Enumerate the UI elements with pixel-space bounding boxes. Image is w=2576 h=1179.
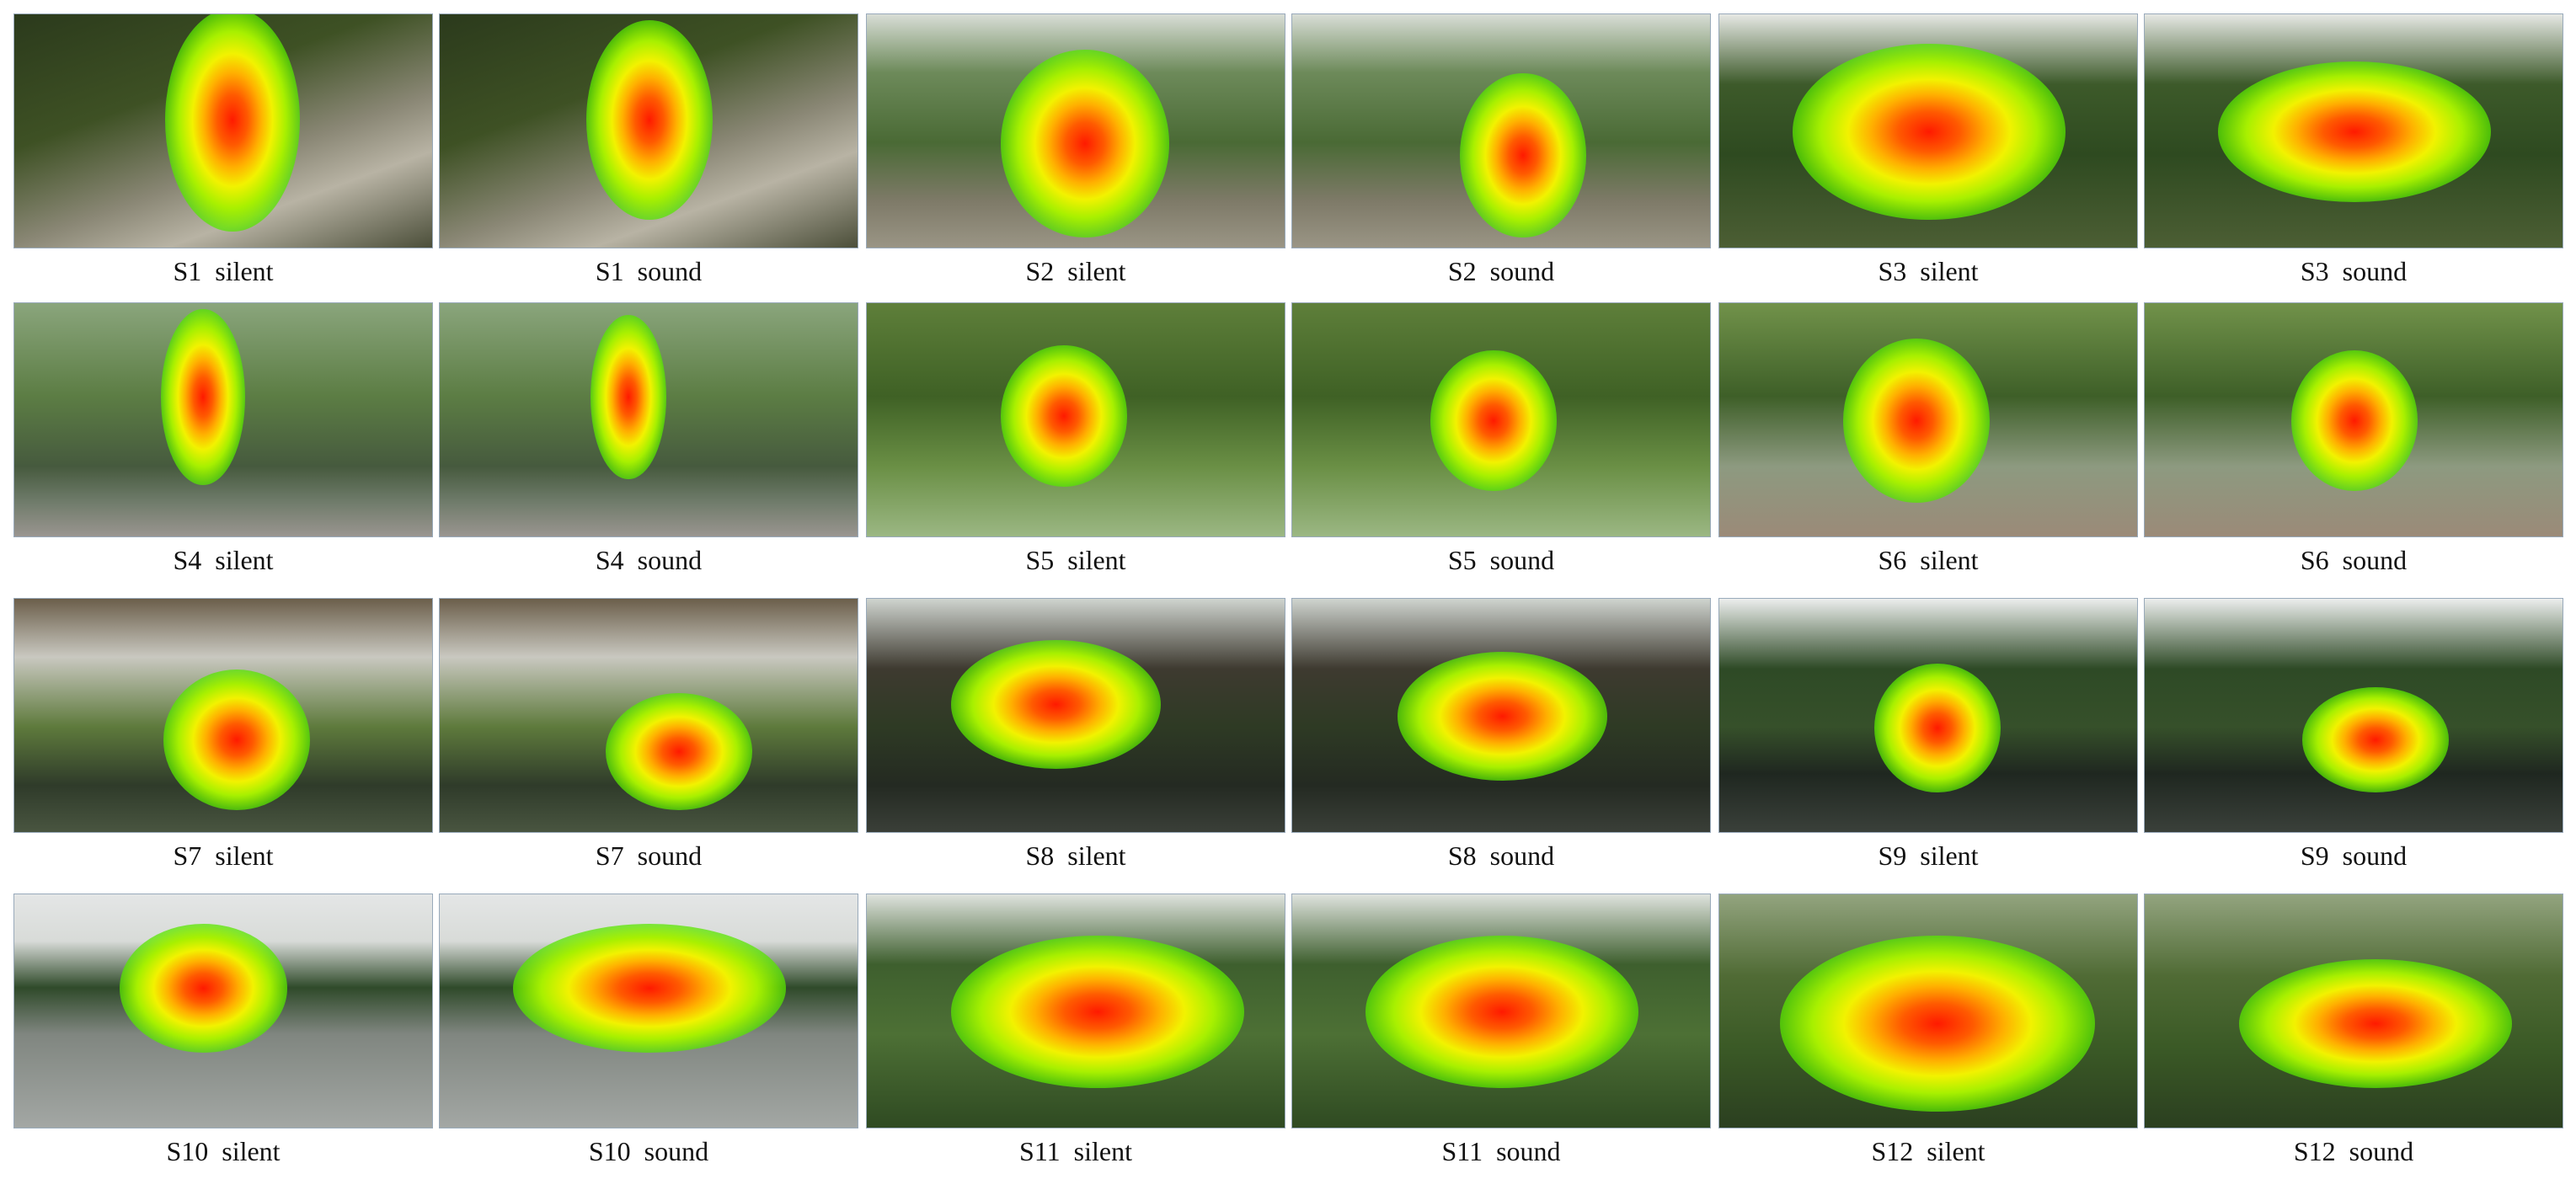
panel-label: S1 sound: [595, 256, 703, 286]
panel-label: S5 sound: [1447, 545, 1555, 575]
scene-image: [2144, 13, 2563, 248]
heatmap: [1430, 349, 1557, 492]
scene-image: [13, 302, 433, 537]
heatmap: [605, 692, 752, 811]
scene-image: [866, 598, 1285, 833]
heatmap: [1001, 49, 1169, 238]
heatmap: [165, 14, 300, 232]
heatmap: [2291, 349, 2418, 492]
scene-image: [13, 13, 433, 248]
panel-label: S7 sound: [595, 840, 703, 871]
panel-label: S3 silent: [1878, 256, 1979, 286]
scene-image: [13, 598, 433, 833]
panel-label: S9 silent: [1878, 840, 1979, 871]
heatmap: [950, 935, 1245, 1089]
panel-label: S12 sound: [2293, 1136, 2414, 1166]
panel-label: S11 sound: [1441, 1136, 1561, 1166]
panel-label: S3 sound: [2300, 256, 2408, 286]
scene-image: [439, 894, 858, 1128]
panel-label: S6 sound: [2300, 545, 2408, 575]
panel-label: S11 silent: [1019, 1136, 1132, 1166]
scene-image: [1718, 302, 2138, 537]
scene-image: [866, 13, 1285, 248]
heatmap: [119, 923, 287, 1054]
scene-image: [866, 302, 1285, 537]
panel-label: S4 silent: [173, 545, 274, 575]
scene-image: [2144, 598, 2563, 833]
heatmap: [1397, 651, 1607, 782]
scene-image: [1291, 302, 1711, 537]
heatmap: [161, 308, 245, 486]
heatmap: [2239, 958, 2512, 1089]
panel-label: S6 silent: [1878, 545, 1979, 575]
heatmap: [1780, 935, 2095, 1112]
panel-label: S8 silent: [1025, 840, 1126, 871]
scene-image: [2144, 302, 2563, 537]
scene-image: [866, 894, 1285, 1128]
panel-label: S5 silent: [1025, 545, 1126, 575]
heatmap: [513, 923, 786, 1054]
panel-label: S10 silent: [166, 1136, 281, 1166]
scene-image: [439, 13, 858, 248]
scene-image: [1718, 598, 2138, 833]
scene-image: [1718, 894, 2138, 1128]
panel-label: S8 sound: [1447, 840, 1555, 871]
heatmap: [1365, 935, 1638, 1089]
scene-image: [13, 894, 433, 1128]
heatmap: [1793, 43, 2066, 221]
scene-image: [1718, 13, 2138, 248]
scene-image: [1291, 894, 1711, 1128]
scene-image: [1291, 598, 1711, 833]
heatmap: [163, 669, 311, 811]
heatmap: [591, 314, 666, 480]
heatmap: [950, 639, 1161, 770]
scene-image: [1291, 13, 1711, 248]
panel-label: S1 silent: [173, 256, 274, 286]
heatmap: [1842, 338, 1991, 504]
panel-label: S12 silent: [1871, 1136, 1985, 1166]
panel-label: S7 silent: [173, 840, 274, 871]
scene-image: [2144, 894, 2563, 1128]
panel-label: S2 sound: [1447, 256, 1555, 286]
panel-label: S2 silent: [1025, 256, 1126, 286]
heatmap: [1001, 345, 1127, 487]
heatmap: [2301, 686, 2450, 793]
heatmap: [2218, 61, 2491, 203]
heatmap: [1874, 663, 2001, 793]
panel-label: S4 sound: [595, 545, 703, 575]
heatmap: [586, 19, 713, 221]
panel-label: S10 sound: [588, 1136, 709, 1166]
panel-label: S9 sound: [2300, 840, 2408, 871]
heatmap: [1460, 72, 1586, 238]
scene-image: [439, 598, 858, 833]
scene-image: [439, 302, 858, 537]
